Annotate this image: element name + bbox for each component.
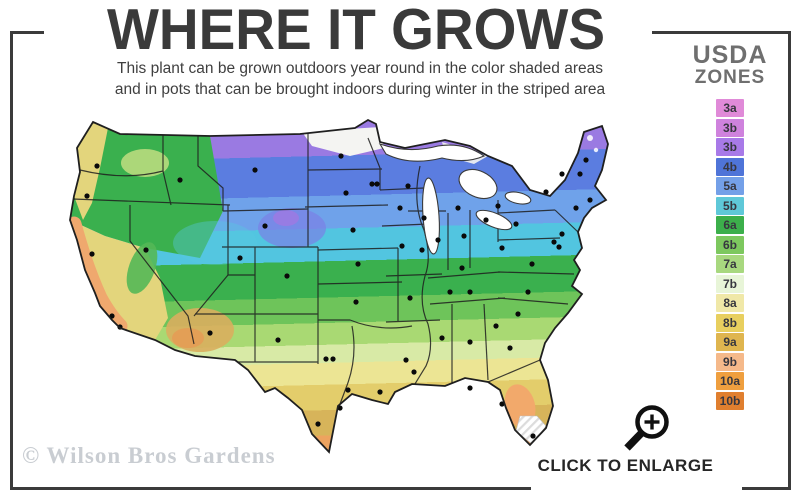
frame-top-left-segment xyxy=(10,31,44,34)
zone-chip-10b: 10b xyxy=(716,391,744,410)
page-title: WHERE IT GROWS xyxy=(106,0,606,62)
state-borders xyxy=(72,128,579,405)
zone-chip-3b: 3b xyxy=(716,118,744,137)
zone-list: 3a 3b 3b 4b 5a 5b 6a 6b 7a 7b 8a 8b 9a 9b 10a 10b xyxy=(688,99,772,410)
subtitle: This plant can be grown outdoors year ro… xyxy=(40,58,680,100)
click-to-enlarge-label[interactable]: CLICK TO ENLARGE xyxy=(537,456,714,475)
usda-zone-map[interactable] xyxy=(50,108,670,478)
zone-chip-8b: 8b xyxy=(716,313,744,332)
zone-chip-6b: 6b xyxy=(716,235,744,254)
subtitle-line-1: This plant can be grown outdoors year ro… xyxy=(117,60,603,77)
legend-title-zones: ZONES xyxy=(694,67,766,88)
zone-shading xyxy=(70,120,608,452)
zone-chip-9a: 9a xyxy=(716,333,744,351)
frame-bottom-left-segment xyxy=(10,487,531,490)
zone-chip-7b: 7b xyxy=(716,274,744,293)
legend-title-usda: USDA xyxy=(692,41,768,69)
zone-chip-3a: 3a xyxy=(716,99,744,117)
zone-chip-6a: 6a xyxy=(716,216,744,234)
zone-chip-9b: 9b xyxy=(716,352,744,371)
frame-left-edge xyxy=(10,31,13,490)
us-outline xyxy=(69,118,609,454)
frame-bottom-right-segment xyxy=(742,487,791,490)
zone-chip-3b: 3b xyxy=(716,138,744,156)
zone-chip-10a: 10a xyxy=(716,372,744,390)
usda-zones-legend: USDA ZONES 3a 3b 3b 4b 5a 5b 6a 6b 7a 7b 8a 8b 9a 9b 1… xyxy=(688,42,772,411)
zone-chip-4b: 4b xyxy=(716,157,744,176)
us-map-svg xyxy=(69,118,609,454)
city-dots xyxy=(84,153,593,439)
magnifier-icon[interactable] xyxy=(612,400,688,458)
frame-top-right-segment xyxy=(652,31,791,34)
great-lakes xyxy=(378,142,532,255)
subtitle-line-2: and in pots that can be brought indoors … xyxy=(114,81,606,98)
zone-chip-7a: 7a xyxy=(716,255,744,273)
frame-right-edge xyxy=(788,31,791,490)
watermark: © Wilson Bros Gardens xyxy=(22,443,276,468)
zone-chip-5b: 5b xyxy=(716,196,744,215)
zone-chip-8a: 8a xyxy=(716,294,744,312)
zone-chip-5a: 5a xyxy=(716,177,744,195)
